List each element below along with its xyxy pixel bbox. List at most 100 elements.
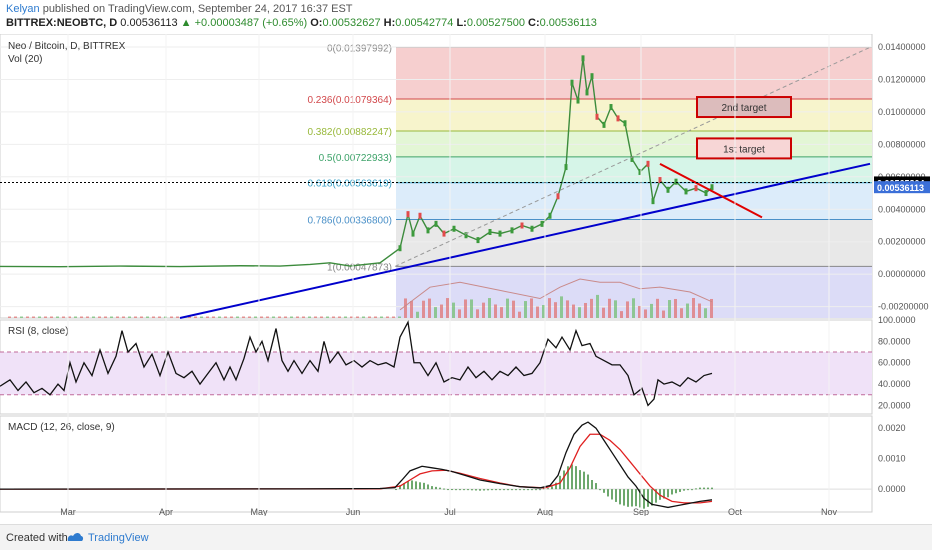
macd-histogram-bar (619, 489, 621, 505)
volume-bar (212, 316, 215, 318)
volume-bar (374, 316, 377, 318)
volume-bar (230, 316, 233, 318)
volume-bar (326, 316, 329, 318)
price-pane[interactable]: 0(0.01397992) 0.236(0.01079364) 0.382(0.00… (0, 33, 930, 319)
volume-bar (296, 316, 299, 318)
volume-bar (134, 316, 137, 318)
price-candle (530, 225, 534, 232)
y-tick-label: 0.01400000 (878, 42, 926, 52)
price-candle (406, 211, 410, 218)
price-candle (434, 220, 438, 227)
volume-bar (416, 311, 419, 318)
close-value: 0.00536113 (539, 17, 597, 29)
macd-histogram-bar (595, 483, 597, 490)
price-candle (704, 190, 708, 197)
volume-bar (314, 316, 317, 318)
rsi-y-tick: 60.0000 (878, 358, 911, 368)
price-candle (710, 184, 714, 191)
macd-y-tick: 0.0010 (878, 454, 906, 464)
price-candle (442, 230, 446, 237)
volume-bar (308, 316, 311, 318)
macd-histogram-bar (627, 489, 629, 507)
macd-histogram-bar (695, 488, 697, 490)
volume-bar (686, 303, 689, 318)
macd-histogram-bar (635, 489, 637, 507)
last-price: 0.00536113 (120, 17, 178, 29)
price-candle (666, 186, 670, 193)
volume-bar (260, 316, 263, 318)
macd-histogram-bar (423, 482, 425, 490)
rsi-pane[interactable]: RSI (8, close) 100.0000 80.0000 60.0000 40.0… (0, 315, 916, 415)
macd-histogram-bar (683, 489, 685, 491)
fib-label-0.236: 0.236(0.01079364) (307, 95, 392, 106)
tradingview-logo-icon (67, 533, 84, 541)
macd-histogram-bar (515, 489, 517, 491)
volume-bar (242, 316, 245, 318)
macd-histogram-bar (611, 489, 613, 500)
volume-bar (440, 304, 443, 318)
macd-histogram-bar (603, 489, 605, 493)
volume-bar (446, 298, 449, 318)
volume-bar (278, 316, 281, 318)
macd-histogram-bar (451, 489, 453, 491)
price-candle (564, 164, 568, 171)
volume-bar (350, 316, 353, 318)
price-candle (570, 79, 574, 86)
macd-histogram-bar (543, 488, 545, 490)
tradingview-link[interactable]: TradingView (88, 532, 149, 544)
volume-bar (674, 298, 677, 318)
macd-histogram-bar (419, 482, 421, 490)
publish-info: published on TradingView.com, September … (39, 3, 353, 15)
chart-frame[interactable]: 0(0.01397992) 0.236(0.01079364) 0.382(0.00… (0, 33, 932, 517)
price-candle (674, 178, 678, 185)
trading-chart[interactable]: 0(0.01397992) 0.236(0.01079364) 0.382(0.00… (0, 33, 932, 517)
volume-bar (608, 298, 611, 318)
volume-bar (500, 307, 503, 318)
volume-bar (110, 316, 113, 318)
volume-bar (176, 316, 179, 318)
volume-bar (38, 316, 41, 318)
volume-bar (602, 307, 605, 318)
volume-bar (656, 298, 659, 318)
time-axis[interactable]: Mar Apr May Jun Jul Aug Sep Oct Nov (60, 34, 837, 517)
rsi-y-tick: 40.0000 (878, 379, 911, 389)
macd-pane[interactable]: MACD (12, 26, close, 9) 0.0020 0.0010 0.000… (0, 415, 906, 513)
macd-histogram-bar (447, 489, 449, 491)
macd-histogram-bar (463, 489, 465, 491)
author-link[interactable]: Kelyan (6, 3, 40, 15)
macd-histogram-bar (687, 489, 689, 491)
fib-label-0.786: 0.786(0.00336800) (307, 216, 392, 227)
macd-histogram-bar (555, 482, 557, 490)
volume-bar (200, 316, 203, 318)
macd-histogram-bar (483, 489, 485, 491)
price-candle (411, 230, 415, 237)
macd-histogram-bar (587, 474, 589, 490)
price-candle (658, 177, 662, 184)
fib-label-0.618: 0.618(0.00563619) (307, 179, 392, 190)
volume-bar (680, 308, 683, 318)
volume-bar (26, 316, 29, 318)
fib-zone-0.236 (396, 99, 872, 132)
macd-y-tick: 0.0000 (878, 484, 906, 494)
rsi-band (0, 352, 872, 395)
price-tag-bg-1 (874, 181, 930, 194)
macd-histogram-bar (527, 489, 529, 491)
price-candle (556, 193, 560, 200)
volume-bar (422, 300, 425, 318)
volume-bar (344, 316, 347, 318)
y-tick-label: 0.00400000 (878, 204, 926, 214)
volume-bar (518, 311, 521, 318)
fib-label-1: 1(0.00047873) (327, 262, 392, 273)
price-candle (418, 212, 422, 219)
symbol-label: BITTREX:NEOBTC, D (6, 17, 118, 29)
volume-bar (158, 316, 161, 318)
macd-histogram-bar (567, 466, 569, 490)
volume-bar (488, 298, 491, 318)
macd-histogram-bar (395, 489, 397, 491)
price-candle (638, 168, 642, 175)
volume-bar (92, 316, 95, 318)
price-candle (616, 115, 620, 122)
macd-histogram-bar (415, 481, 417, 490)
volume-bar (140, 316, 143, 318)
y-tick-label: 0.00000000 (878, 269, 926, 279)
